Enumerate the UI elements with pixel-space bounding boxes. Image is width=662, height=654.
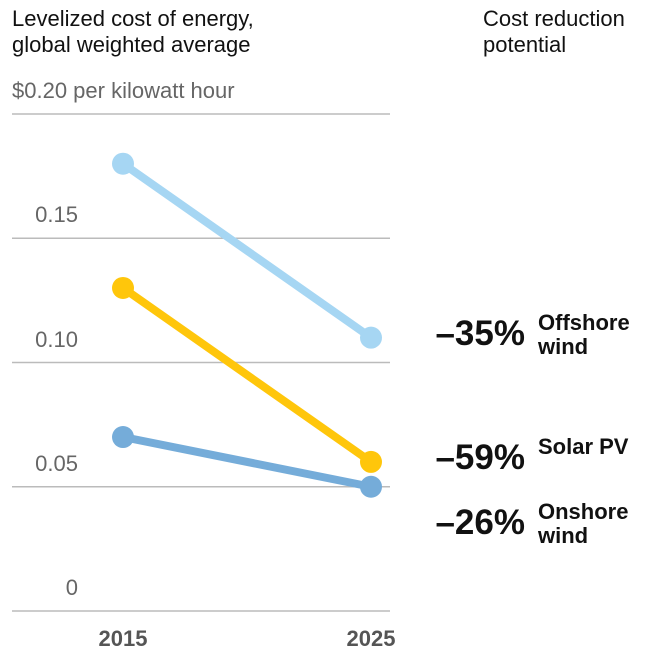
legend-label: Solar PV — [538, 433, 629, 459]
series-line — [119, 283, 375, 466]
point — [112, 426, 134, 449]
y-tick-label: 0.05 — [35, 450, 78, 476]
y-tick-label: $0.20 per kilowatt hour — [12, 78, 235, 103]
series-line — [119, 159, 375, 342]
y-tick-label: 0.10 — [35, 326, 78, 352]
reduction-label: –26% — [435, 502, 525, 542]
point — [112, 276, 134, 299]
point — [360, 475, 382, 498]
chart-title: Levelized cost of energy, global weighte… — [12, 6, 254, 57]
legend-label: Offshore wind — [538, 309, 630, 359]
point — [112, 152, 134, 175]
right-title: Cost reduction potential — [483, 6, 625, 57]
y-tick-label: 0 — [65, 575, 78, 600]
reduction-label: –35% — [435, 313, 525, 353]
point — [360, 326, 382, 349]
reduction-label: –59% — [435, 437, 525, 477]
series-line — [119, 433, 375, 491]
x-tick-label: 2015 — [98, 626, 148, 651]
x-tick-label: 2025 — [346, 626, 396, 651]
y-tick-label: 0.15 — [35, 202, 78, 228]
point — [360, 450, 382, 473]
legend-label: Onshore wind — [538, 498, 629, 548]
